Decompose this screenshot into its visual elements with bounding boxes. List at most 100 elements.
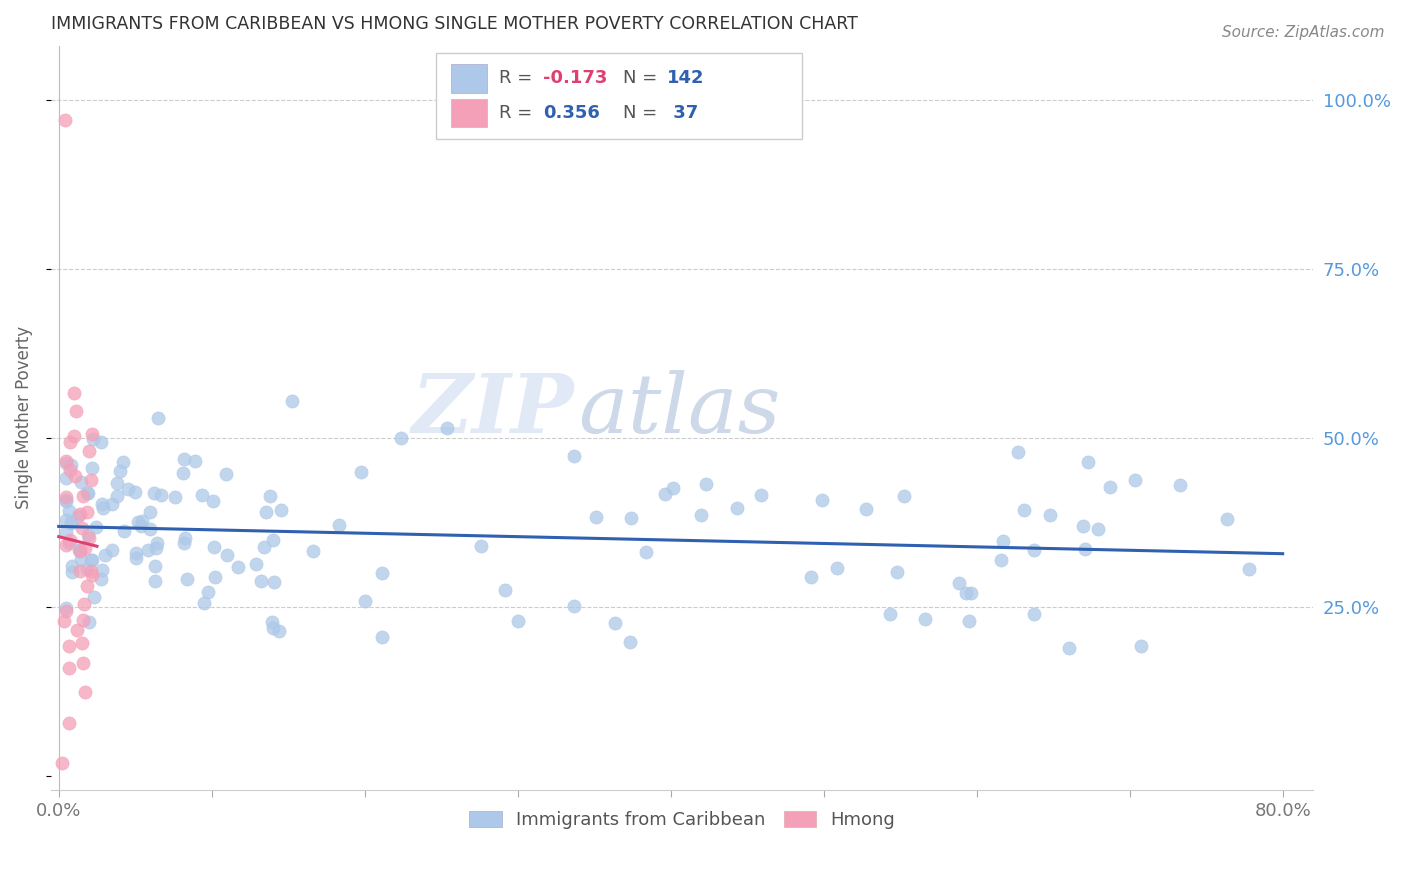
FancyBboxPatch shape <box>451 98 486 127</box>
Point <box>262 621 284 635</box>
Point <box>960 586 983 600</box>
Point <box>695 476 717 491</box>
FancyBboxPatch shape <box>451 64 486 93</box>
Point <box>270 503 292 517</box>
Point <box>354 594 377 608</box>
Point <box>80 473 103 487</box>
Point <box>55 604 77 618</box>
Point <box>93 548 115 562</box>
Point <box>725 501 748 516</box>
Point <box>173 452 195 467</box>
Point <box>117 482 139 496</box>
Point <box>146 535 169 549</box>
Point <box>193 596 215 610</box>
Point <box>172 466 194 480</box>
Point <box>215 467 238 481</box>
Point <box>825 560 848 574</box>
Y-axis label: Single Mother Poverty: Single Mother Poverty <box>15 326 32 509</box>
Point <box>176 572 198 586</box>
Point <box>228 560 250 574</box>
Point <box>957 615 980 629</box>
Point <box>197 585 219 599</box>
Point <box>215 548 238 562</box>
Point <box>506 614 529 628</box>
Point <box>993 533 1015 548</box>
Point <box>253 540 276 554</box>
Point <box>281 394 304 409</box>
Text: N =: N = <box>623 70 662 87</box>
Point <box>72 489 94 503</box>
Point <box>259 489 281 503</box>
Point <box>69 544 91 558</box>
Point <box>90 572 112 586</box>
Point <box>914 612 936 626</box>
Point <box>105 489 128 503</box>
Point <box>69 564 91 578</box>
Point <box>112 524 135 539</box>
Point <box>63 469 86 483</box>
Point <box>893 489 915 503</box>
Point <box>58 661 80 675</box>
Point <box>76 485 98 500</box>
Point <box>1038 508 1060 523</box>
Point <box>67 543 90 558</box>
Point <box>112 455 135 469</box>
Point <box>328 517 350 532</box>
Point <box>879 607 901 621</box>
Point <box>201 494 224 508</box>
Point <box>749 488 772 502</box>
Point <box>371 630 394 644</box>
Point <box>77 443 100 458</box>
Text: R =: R = <box>499 103 538 121</box>
Point <box>145 541 167 556</box>
Point <box>269 624 291 638</box>
Point <box>55 600 77 615</box>
Point <box>131 514 153 528</box>
Point <box>53 113 76 128</box>
Point <box>80 564 103 578</box>
Point <box>202 540 225 554</box>
Point <box>689 508 711 523</box>
Point <box>82 432 104 446</box>
Point <box>948 576 970 591</box>
Point <box>72 521 94 535</box>
Point <box>55 493 77 508</box>
Point <box>249 574 271 589</box>
Point <box>1099 480 1122 494</box>
Point <box>105 476 128 491</box>
Point <box>146 411 169 425</box>
Text: ZIP: ZIP <box>412 370 575 450</box>
Point <box>136 542 159 557</box>
Point <box>55 456 77 470</box>
Point <box>436 421 458 435</box>
Point <box>1022 543 1045 558</box>
Point <box>184 454 207 468</box>
Text: 0.356: 0.356 <box>543 103 600 121</box>
Point <box>165 490 187 504</box>
Point <box>72 657 94 671</box>
Point <box>60 565 83 579</box>
Point <box>619 635 641 649</box>
Point <box>562 599 585 613</box>
Point <box>1129 639 1152 653</box>
Point <box>80 553 103 567</box>
FancyBboxPatch shape <box>436 54 801 138</box>
Point <box>634 545 657 559</box>
Point <box>654 486 676 500</box>
Point <box>63 429 86 443</box>
Point <box>76 579 98 593</box>
Point <box>90 434 112 449</box>
Point <box>1074 541 1097 556</box>
Point <box>91 500 114 515</box>
Point <box>80 568 103 582</box>
Point <box>1059 641 1081 656</box>
Point <box>69 475 91 490</box>
Point <box>620 511 643 525</box>
Point <box>855 502 877 516</box>
Point <box>127 515 149 529</box>
Point <box>58 435 80 450</box>
Text: atlas: atlas <box>579 370 782 450</box>
Point <box>191 488 214 502</box>
Point <box>562 449 585 463</box>
Point <box>811 492 834 507</box>
